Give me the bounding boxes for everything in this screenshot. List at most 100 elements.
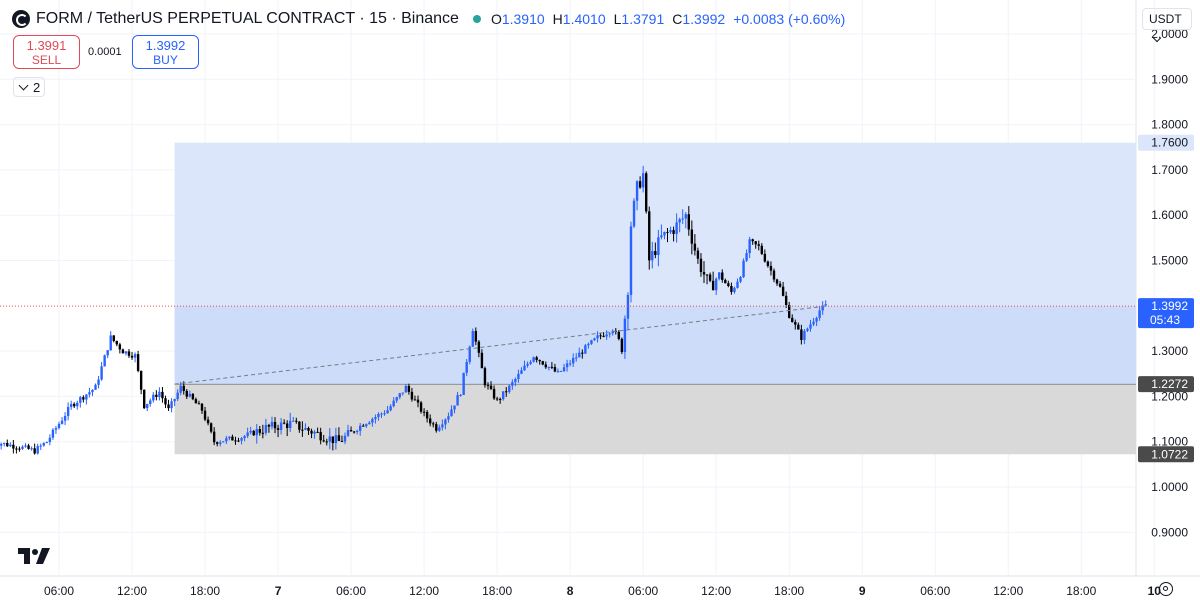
candle-body (404, 385, 408, 393)
bar-countdown-label: 05:43 (1150, 313, 1180, 327)
candle-body (261, 432, 265, 434)
time-tick-label: 9 (859, 584, 866, 598)
stop-price-label-bg (1138, 446, 1194, 463)
candle-body (718, 272, 721, 279)
candle-body (465, 361, 468, 373)
candle-body (626, 294, 630, 319)
high-value: H1.4010 (553, 11, 606, 27)
candle-body (258, 429, 262, 433)
candle-body (73, 403, 76, 407)
chevron-down-icon (18, 80, 29, 91)
candle-body (149, 400, 152, 404)
candle-body (273, 421, 277, 429)
candle-body (340, 440, 344, 442)
candle-body (21, 446, 24, 449)
sell-button[interactable]: 1.3991 SELL (13, 35, 80, 69)
candle-body (553, 367, 557, 372)
price-axis[interactable]: 2.0000 1.9000 1.8000 1.7000 1.6000 1.5000 1.30… (1138, 27, 1194, 539)
candle-body (447, 416, 450, 420)
candle-body (240, 438, 243, 441)
candle-body (705, 274, 709, 276)
candle-body (578, 352, 581, 358)
candle-body (666, 231, 669, 233)
candle-body (511, 382, 514, 386)
candle-body (389, 406, 392, 411)
candle-body (173, 399, 176, 402)
candle-body (736, 281, 739, 288)
candle-body (547, 366, 551, 368)
open-profit-zone (174, 306, 1137, 385)
currency-select[interactable]: USDT (1142, 8, 1192, 43)
candle-body (721, 272, 724, 280)
candle-body (285, 423, 289, 429)
price-tick-label: 1.0000 (1151, 480, 1188, 494)
candle-body (590, 340, 593, 344)
buy-button[interactable]: 1.3992 BUY (132, 35, 199, 69)
symbol-title[interactable]: FORM / TetherUS PERPETUAL CONTRACT · 15 … (36, 10, 459, 27)
candle-body (30, 448, 33, 450)
stop-price-label: 1.0722 (1151, 447, 1188, 461)
candle-body (498, 399, 502, 401)
candle-body (772, 270, 776, 280)
candle-body (310, 430, 313, 434)
candle-body (337, 435, 341, 441)
candle-body (276, 428, 280, 430)
candle-body (678, 219, 681, 223)
candle-body (788, 304, 791, 318)
candle-body (69, 403, 73, 408)
time-tick-label: 18:00 (774, 584, 804, 598)
candle-body (821, 305, 824, 311)
time-tick-label: 18:00 (1066, 584, 1096, 598)
candle-body (219, 442, 222, 444)
candle-body (520, 370, 523, 374)
candle-body (435, 424, 438, 431)
target-price-label: 1.7600 (1151, 136, 1188, 150)
candle-body (243, 436, 246, 439)
candle-body (209, 423, 213, 432)
long-position-tool[interactable] (174, 142, 1137, 455)
candle-body (556, 371, 560, 373)
candle-body (15, 448, 18, 450)
candle-body (228, 436, 231, 439)
time-tick-label: 18:00 (190, 584, 220, 598)
candle-body (94, 384, 97, 390)
candle-body (97, 379, 100, 385)
candle-body (112, 335, 115, 341)
candle-body (36, 446, 39, 454)
candle-body (690, 229, 694, 244)
candle-body (203, 410, 207, 420)
time-tick-label: 12:00 (409, 584, 439, 598)
open-label: O (490, 11, 502, 27)
candle-body (660, 235, 663, 238)
candle-body (6, 442, 9, 447)
candle-body (754, 241, 757, 245)
candle-body (115, 340, 119, 345)
candle-body (797, 324, 800, 330)
candle-body (669, 230, 672, 233)
indicators-toggle-button[interactable]: 2 (13, 77, 45, 97)
candle-body (571, 357, 575, 364)
settings-gear-icon[interactable] (1159, 582, 1173, 596)
candle-body (57, 423, 61, 429)
time-axis[interactable]: 06:00 12:00 18:00 7 06:00 12:00 18:00 8 06:00 12:… (44, 584, 1161, 598)
price-tick-label: 0.9000 (1151, 525, 1188, 539)
candle-body (307, 428, 310, 431)
candle-body (681, 218, 684, 220)
candle-body (398, 393, 401, 398)
candle-body (380, 413, 383, 415)
candle-body (410, 391, 414, 400)
close-label: C (672, 11, 683, 27)
candle-body (194, 399, 198, 404)
candle-body (629, 226, 633, 295)
candle-body (778, 283, 782, 287)
candle-body (818, 310, 821, 318)
candle-body (584, 345, 587, 354)
candle-body (781, 286, 785, 296)
candle-body (103, 355, 106, 367)
tradingview-logo-icon[interactable] (18, 548, 50, 564)
candle-body (428, 418, 432, 424)
candle-body (687, 214, 690, 230)
last-price-label-bg (1138, 298, 1194, 329)
candle-body (349, 430, 353, 432)
